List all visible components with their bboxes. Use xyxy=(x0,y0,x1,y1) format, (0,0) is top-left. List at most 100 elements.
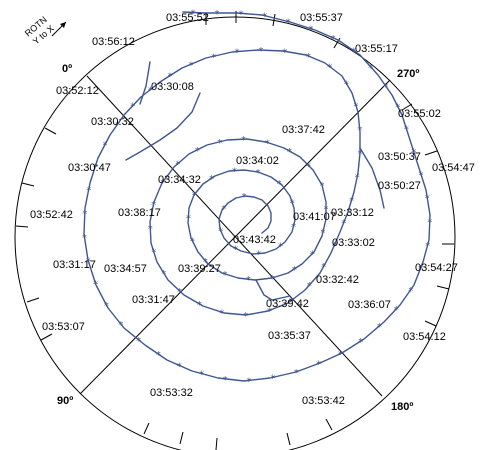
track-branch-2 xyxy=(125,92,201,161)
sample-marker: * xyxy=(324,205,329,216)
sample-marker: * xyxy=(246,275,251,286)
sample-marker: * xyxy=(82,233,87,244)
rotation-direction-label: ROTN Y to X xyxy=(23,14,67,47)
sample-marker: * xyxy=(232,167,237,178)
sample-marker: * xyxy=(93,280,98,291)
angle-label-90: 90º xyxy=(57,395,73,407)
sample-marker: * xyxy=(291,222,296,233)
sample-marker: * xyxy=(427,217,432,228)
timestamp-label: 03:53:32 xyxy=(150,387,193,399)
timestamp-label: 03:55:52 xyxy=(166,12,209,24)
timestamp-labels: 03:55:52 03:55:37 03:56:12 03:55:17 03:5… xyxy=(30,12,475,407)
sample-marker: * xyxy=(310,250,315,261)
sample-marker: * xyxy=(404,125,409,136)
timestamp-label: 03:34:57 xyxy=(104,263,147,275)
sample-marker: * xyxy=(267,307,272,318)
sample-marker: * xyxy=(82,209,87,220)
sample-marker: * xyxy=(358,149,363,160)
sample-marker: * xyxy=(209,174,214,185)
sample-marker: * xyxy=(338,350,343,361)
sample-marker: * xyxy=(292,265,297,276)
sample-markers: * * * * * * * * * * * * * * * * * * * * * * * * * * * * * * * * * * * * * * * *… xyxy=(82,9,432,388)
sample-marker: * xyxy=(355,173,360,184)
sample-marker: * xyxy=(242,192,247,203)
sample-marker: * xyxy=(341,219,346,230)
sample-marker: * xyxy=(86,186,91,197)
timestamp-label: 03:55:37 xyxy=(300,12,343,24)
sample-marker: * xyxy=(241,135,246,146)
sample-marker: * xyxy=(115,120,120,131)
sample-marker: * xyxy=(418,264,423,275)
timestamp-label: 03:38:17 xyxy=(118,207,161,219)
sample-marker: * xyxy=(277,179,282,190)
sample-marker: * xyxy=(192,191,197,202)
timestamp-label: 03:52:42 xyxy=(30,209,73,221)
sample-marker: * xyxy=(151,200,156,211)
sample-marker: * xyxy=(246,376,251,387)
sample-marker: * xyxy=(270,274,275,285)
axis-line-270-90 xyxy=(79,79,391,395)
sample-marker: * xyxy=(243,311,248,322)
outer-ring xyxy=(14,16,456,450)
sample-marker: * xyxy=(259,46,264,57)
sample-marker: * xyxy=(278,241,283,252)
sample-marker: * xyxy=(197,300,202,311)
sample-marker: * xyxy=(199,370,204,381)
sample-marker: * xyxy=(294,368,299,379)
timestamp-label: 03:52:12 xyxy=(56,85,99,97)
sample-marker: * xyxy=(191,9,196,20)
timestamp-label: 03:54:27 xyxy=(415,262,458,274)
sample-marker: * xyxy=(219,308,224,319)
sample-marker: * xyxy=(358,337,363,348)
timestamp-label: 03:39:42 xyxy=(266,298,309,310)
sample-marker: * xyxy=(256,168,261,179)
timestamp-label: 03:33:02 xyxy=(332,237,375,249)
sample-marker: * xyxy=(332,241,337,252)
sample-marker: * xyxy=(320,181,325,192)
sample-marker: * xyxy=(383,82,388,93)
sample-marker: * xyxy=(239,9,244,20)
timestamp-label: 03:50:27 xyxy=(378,180,421,192)
sample-marker: * xyxy=(316,360,321,371)
timestamp-label: 03:54:47 xyxy=(432,162,475,174)
sample-marker: * xyxy=(161,269,166,280)
sample-marker: * xyxy=(394,305,399,316)
timestamp-label: 03:31:47 xyxy=(132,294,175,306)
sample-marker: * xyxy=(190,237,195,248)
sample-marker: * xyxy=(265,138,270,149)
sample-marker: * xyxy=(411,148,416,159)
timestamp-label: 03:55:02 xyxy=(398,108,441,120)
timestamp-label: 03:37:42 xyxy=(282,124,325,136)
sample-marker: * xyxy=(177,287,182,298)
timestamp-label: 03:36:07 xyxy=(348,299,391,311)
sample-marker: * xyxy=(195,146,200,157)
sample-marker: * xyxy=(395,102,400,113)
sample-marker: * xyxy=(290,199,295,210)
sample-marker: * xyxy=(331,34,336,45)
timestamp-label: 03:33:12 xyxy=(331,207,374,219)
angle-label-180: 180º xyxy=(391,401,413,413)
sample-marker: * xyxy=(103,141,108,152)
sample-marker: * xyxy=(175,160,180,171)
timestamp-label: 03:53:07 xyxy=(42,321,85,333)
sample-marker: * xyxy=(136,336,141,347)
sample-marker: * xyxy=(425,241,430,252)
rotation-arrow-head xyxy=(60,22,66,28)
sample-marker: * xyxy=(286,18,291,29)
sample-marker: * xyxy=(215,9,220,20)
sample-marker: * xyxy=(148,86,153,97)
sample-marker: * xyxy=(306,161,311,172)
sample-marker: * xyxy=(218,226,223,237)
spiral-track xyxy=(83,11,431,382)
sample-marker: * xyxy=(223,375,228,386)
timestamp-label: 03:30:47 xyxy=(68,162,111,174)
ring-ticks xyxy=(15,11,454,450)
sample-marker: * xyxy=(148,224,153,235)
sample-marker: * xyxy=(130,102,135,113)
sample-marker: * xyxy=(270,373,275,384)
sample-marker: * xyxy=(349,196,354,207)
angle-label-0: 0º xyxy=(62,63,72,75)
sample-marker: * xyxy=(160,178,165,189)
timestamp-label: 03:50:37 xyxy=(378,151,421,163)
sample-marker: * xyxy=(377,322,382,333)
